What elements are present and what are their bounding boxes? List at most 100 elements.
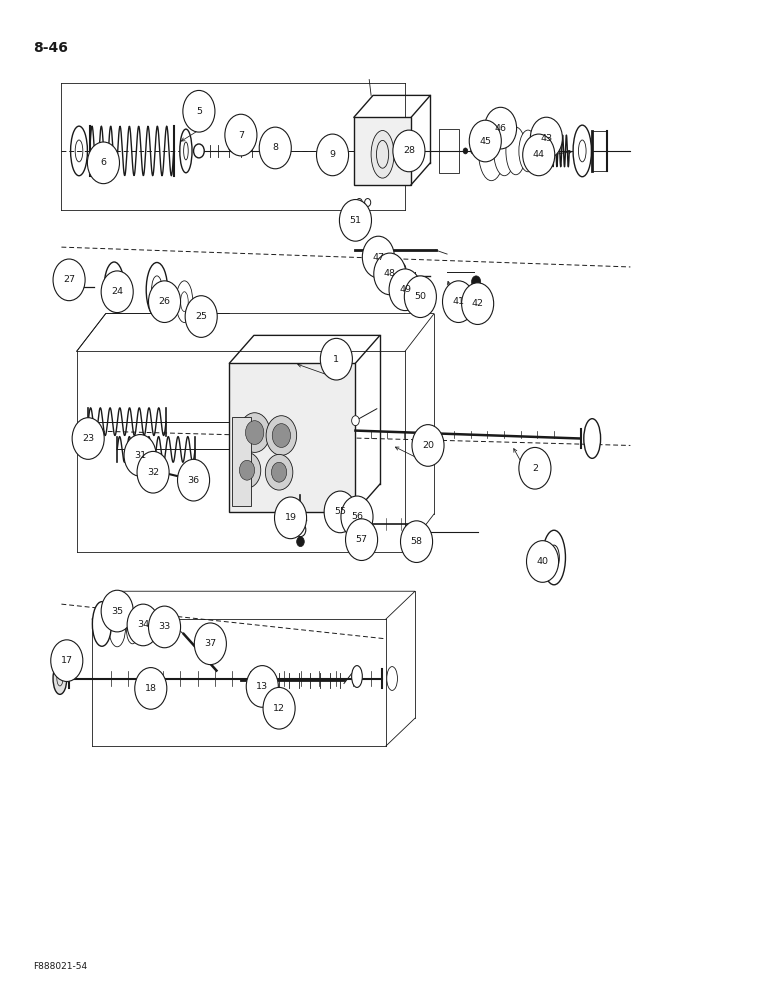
- Ellipse shape: [176, 281, 193, 322]
- Text: 24: 24: [111, 287, 124, 296]
- Text: 17: 17: [61, 656, 73, 665]
- Ellipse shape: [351, 666, 362, 687]
- Circle shape: [273, 424, 290, 447]
- Text: 42: 42: [472, 299, 483, 308]
- Circle shape: [523, 134, 555, 176]
- Circle shape: [266, 454, 293, 490]
- Ellipse shape: [180, 129, 192, 173]
- FancyBboxPatch shape: [232, 417, 251, 506]
- Text: 20: 20: [422, 441, 434, 450]
- Circle shape: [296, 537, 304, 547]
- Circle shape: [246, 666, 279, 707]
- Text: 40: 40: [537, 557, 549, 566]
- Text: 26: 26: [158, 297, 171, 306]
- Text: 36: 36: [188, 476, 200, 485]
- Text: 46: 46: [495, 124, 506, 133]
- Circle shape: [340, 200, 371, 241]
- Text: 12: 12: [273, 704, 285, 713]
- Ellipse shape: [543, 530, 565, 585]
- Text: 28: 28: [403, 146, 415, 155]
- Circle shape: [263, 687, 295, 729]
- Circle shape: [485, 107, 516, 149]
- Text: 37: 37: [205, 639, 216, 648]
- Circle shape: [225, 114, 257, 156]
- Text: 50: 50: [415, 292, 426, 301]
- Text: 48: 48: [384, 269, 396, 278]
- Circle shape: [124, 435, 156, 476]
- Circle shape: [351, 416, 359, 426]
- Circle shape: [101, 590, 134, 632]
- Ellipse shape: [146, 262, 168, 317]
- Circle shape: [272, 462, 286, 482]
- Text: 8-46: 8-46: [33, 41, 68, 55]
- Text: 51: 51: [350, 216, 361, 225]
- Text: 31: 31: [134, 451, 146, 460]
- Text: 44: 44: [533, 150, 545, 159]
- Text: 8: 8: [273, 143, 278, 152]
- Ellipse shape: [519, 130, 537, 172]
- Ellipse shape: [387, 667, 398, 690]
- Circle shape: [324, 491, 356, 533]
- Ellipse shape: [127, 614, 138, 644]
- Circle shape: [148, 606, 181, 648]
- Text: 27: 27: [63, 275, 75, 284]
- Text: 57: 57: [356, 535, 367, 544]
- Circle shape: [135, 668, 167, 709]
- Text: 32: 32: [147, 468, 159, 477]
- Text: 13: 13: [256, 682, 269, 691]
- Circle shape: [397, 263, 406, 275]
- Ellipse shape: [493, 126, 515, 176]
- Circle shape: [101, 271, 134, 313]
- Text: 45: 45: [479, 137, 491, 146]
- Circle shape: [362, 236, 394, 278]
- Circle shape: [266, 416, 296, 455]
- Circle shape: [442, 281, 475, 322]
- Ellipse shape: [584, 419, 601, 458]
- Ellipse shape: [371, 131, 394, 178]
- Circle shape: [374, 253, 406, 295]
- Text: 2: 2: [532, 464, 538, 473]
- Text: 5: 5: [196, 107, 202, 116]
- Circle shape: [195, 623, 226, 665]
- Text: 47: 47: [372, 253, 384, 262]
- Circle shape: [137, 451, 169, 493]
- Text: 43: 43: [540, 134, 553, 143]
- Text: 34: 34: [137, 620, 149, 629]
- Circle shape: [295, 523, 306, 537]
- Circle shape: [317, 134, 349, 176]
- Text: 41: 41: [452, 297, 465, 306]
- Circle shape: [393, 130, 425, 172]
- FancyBboxPatch shape: [354, 117, 411, 185]
- Ellipse shape: [104, 262, 124, 312]
- Circle shape: [471, 148, 476, 154]
- Circle shape: [183, 90, 215, 132]
- Text: 49: 49: [399, 285, 411, 294]
- Circle shape: [530, 117, 563, 159]
- Circle shape: [469, 120, 501, 162]
- Circle shape: [462, 283, 493, 324]
- Text: 23: 23: [82, 434, 94, 443]
- Text: 1: 1: [334, 355, 340, 364]
- FancyBboxPatch shape: [229, 363, 355, 512]
- Text: 55: 55: [334, 507, 346, 516]
- Circle shape: [53, 259, 85, 301]
- Circle shape: [127, 604, 159, 646]
- Ellipse shape: [194, 301, 209, 319]
- Circle shape: [479, 148, 484, 154]
- Ellipse shape: [140, 618, 151, 644]
- Circle shape: [412, 425, 444, 466]
- Circle shape: [527, 541, 559, 582]
- Circle shape: [405, 276, 436, 318]
- Circle shape: [185, 296, 217, 337]
- Circle shape: [72, 418, 104, 459]
- Circle shape: [519, 447, 551, 489]
- Text: 33: 33: [158, 622, 171, 631]
- Circle shape: [259, 127, 291, 169]
- Circle shape: [148, 281, 181, 322]
- Circle shape: [341, 496, 373, 538]
- Ellipse shape: [573, 125, 591, 177]
- Circle shape: [346, 519, 378, 560]
- Circle shape: [389, 269, 422, 311]
- Circle shape: [239, 413, 270, 452]
- Text: F888021-54: F888021-54: [33, 962, 87, 971]
